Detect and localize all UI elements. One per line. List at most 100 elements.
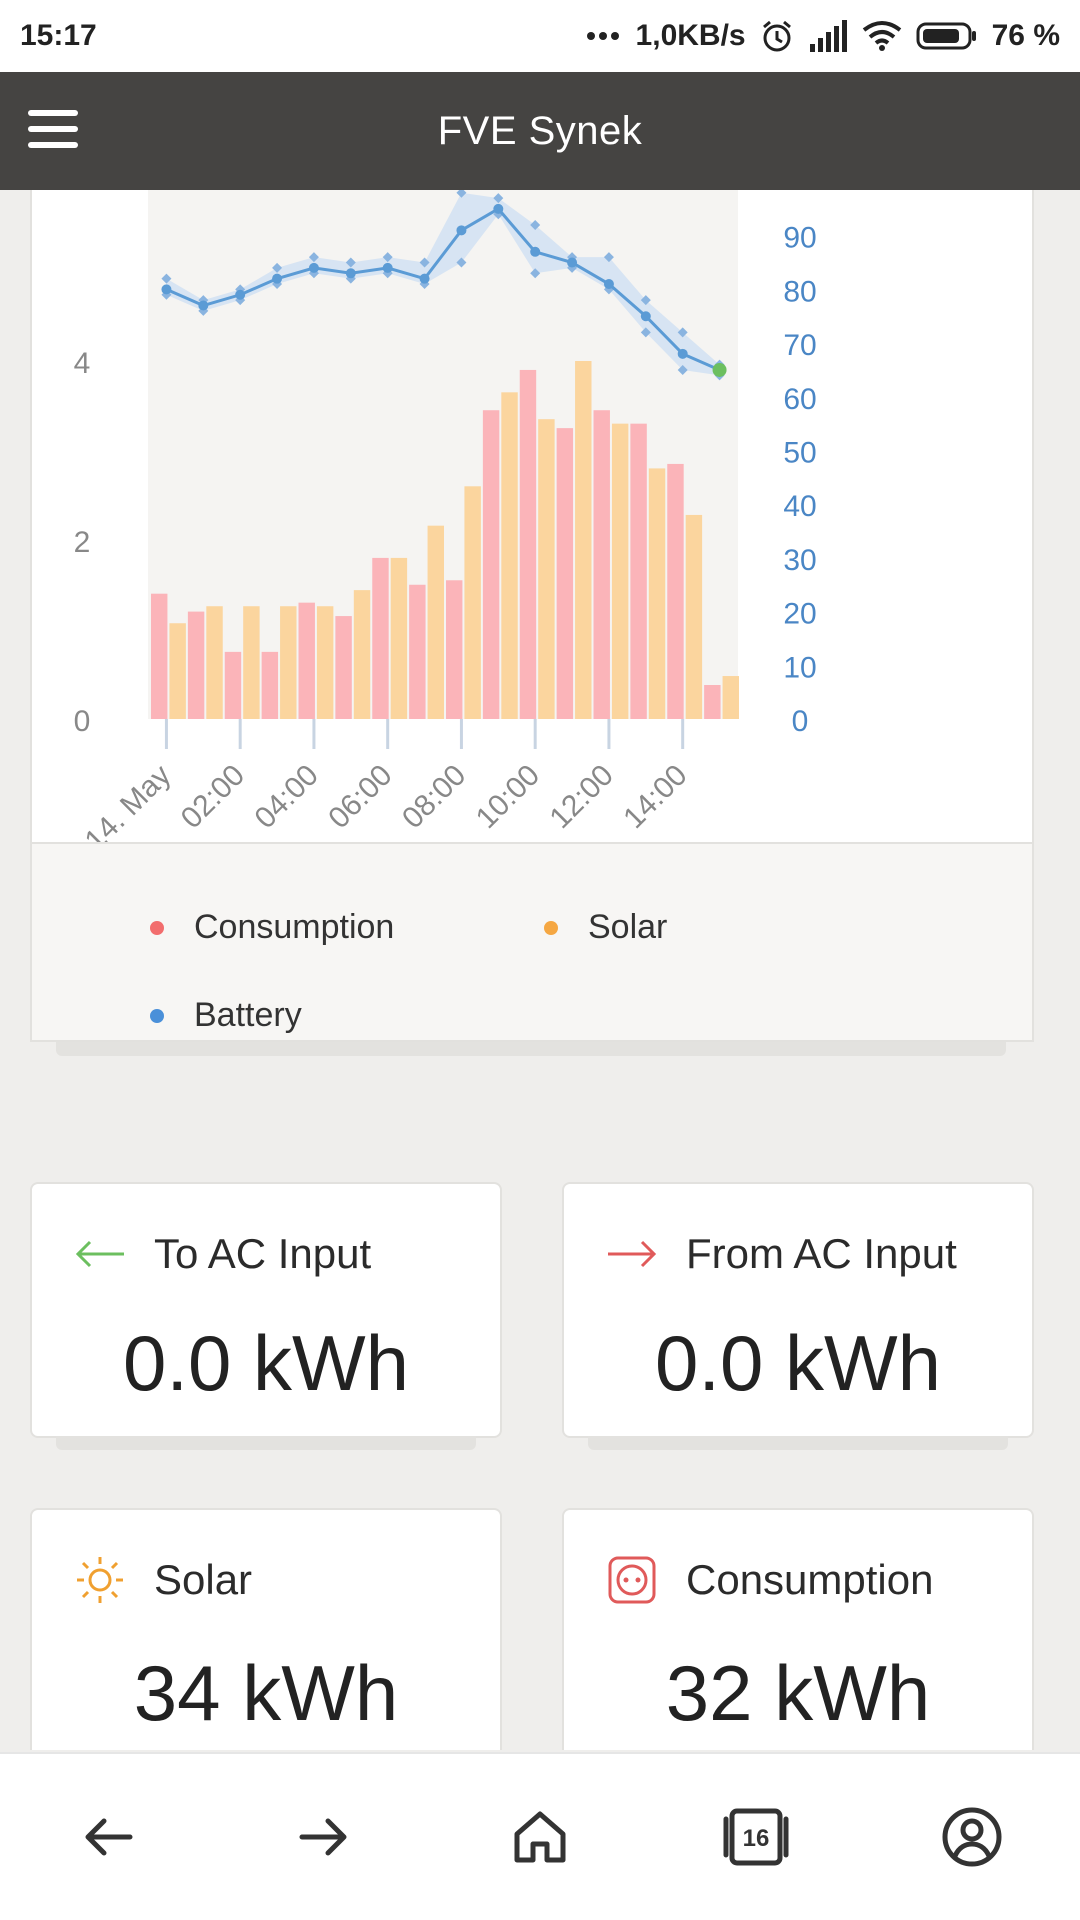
solar-bar xyxy=(538,419,555,719)
consumption-bar xyxy=(630,423,647,719)
battery-point xyxy=(493,203,504,214)
legend-dot xyxy=(150,920,164,935)
consumption-bar xyxy=(519,369,537,719)
x-axis-tick-label: 06:00 xyxy=(322,759,398,835)
battery-point xyxy=(530,246,541,257)
tab-count: 16 xyxy=(743,1825,770,1852)
battery-point xyxy=(419,273,430,284)
consumption-bar xyxy=(409,584,426,719)
from-ac-input-card[interactable]: From AC Input 0.0 kWh xyxy=(562,1182,1034,1438)
x-axis-tick-label: 12:00 xyxy=(543,759,619,835)
hamburger-menu-icon[interactable] xyxy=(28,110,78,150)
right-axis-tick-label: 50 xyxy=(783,437,816,470)
consumption-bar xyxy=(556,428,574,719)
dashboard-content[interactable]: 0 2 4 0 10 20 30 40 50 60 70 80 90 14. May 02:00 04:00 0… xyxy=(0,190,1080,1750)
consumption-bar xyxy=(261,651,279,719)
solar-bar xyxy=(501,392,518,719)
back-icon[interactable] xyxy=(58,1787,158,1887)
battery-max-marker xyxy=(161,273,172,284)
solar-bar xyxy=(427,525,444,719)
solar-card[interactable]: Solar 34 kWh xyxy=(30,1508,502,1750)
battery-min-marker xyxy=(456,257,467,268)
consumption-bar xyxy=(335,616,352,719)
battery-point xyxy=(161,284,172,295)
dots-icon xyxy=(586,31,622,41)
solar-bar xyxy=(575,361,592,719)
legend-label: Battery xyxy=(194,996,302,1034)
battery-max-marker xyxy=(493,193,504,204)
consumption-bar xyxy=(151,593,168,719)
status-bar: 15:17 1,0KB/s 76 % xyxy=(0,0,1080,72)
right-axis-tick-label: 20 xyxy=(783,598,816,631)
battery-point xyxy=(677,348,688,359)
signal-icon xyxy=(808,20,848,52)
network-speed: 1,0KB/s xyxy=(635,19,746,52)
solar-bar xyxy=(280,606,297,719)
socket-icon xyxy=(604,1552,660,1608)
account-icon[interactable] xyxy=(922,1787,1022,1887)
forward-icon[interactable] xyxy=(274,1787,374,1887)
tabs-icon[interactable]: 16 xyxy=(706,1787,806,1887)
right-axis-tick-label: 30 xyxy=(783,544,816,577)
solar-bar xyxy=(685,514,703,719)
battery-point xyxy=(235,289,246,300)
solar-bar xyxy=(316,606,334,719)
home-icon[interactable] xyxy=(490,1787,590,1887)
solar-bar xyxy=(169,623,186,719)
battery-icon xyxy=(916,21,978,51)
solar-bar xyxy=(611,423,629,719)
right-axis-tick-label: 0 xyxy=(792,705,809,738)
legend-item-battery[interactable]: Battery xyxy=(150,996,302,1035)
right-axis-tick-label: 10 xyxy=(783,651,816,684)
sun-icon xyxy=(72,1552,128,1608)
solar-bar xyxy=(648,468,666,719)
card-shadow xyxy=(588,1436,1008,1450)
left-axis-tick-label: 4 xyxy=(74,347,91,380)
solar-bar xyxy=(390,557,408,719)
legend-item-solar[interactable]: Solar xyxy=(544,908,667,947)
battery-max-marker xyxy=(640,295,651,306)
stat-header: To AC Input xyxy=(72,1226,371,1282)
consumption-bar xyxy=(446,580,463,719)
consumption-card[interactable]: Consumption 32 kWh xyxy=(562,1508,1034,1750)
solar-bar xyxy=(206,606,223,719)
to-ac-input-card[interactable]: To AC Input 0.0 kWh xyxy=(30,1182,502,1438)
battery-min-marker xyxy=(603,284,614,295)
consumption-bar xyxy=(704,684,721,719)
solar-bar xyxy=(722,676,739,719)
left-axis-tick-label: 0 xyxy=(74,705,91,738)
consumption-bar xyxy=(482,410,500,719)
right-axis-tick-label: 90 xyxy=(783,222,816,255)
battery-max-marker xyxy=(308,252,319,263)
battery-min-marker xyxy=(677,364,688,375)
consumption-bar xyxy=(667,463,684,719)
status-time: 15:17 xyxy=(20,19,97,52)
battery-min-marker xyxy=(530,268,541,279)
battery-point xyxy=(345,268,356,279)
battery-point xyxy=(603,279,614,290)
legend-dot xyxy=(544,920,558,935)
card-shadow xyxy=(56,1042,1006,1056)
battery-max-marker xyxy=(382,252,393,263)
x-axis-tick-label: 04:00 xyxy=(248,759,324,835)
stat-value: 32 kWh xyxy=(665,1649,931,1737)
legend-item-consumption[interactable]: Consumption xyxy=(150,908,394,947)
battery-point xyxy=(456,225,467,236)
left-axis-tick-label: 2 xyxy=(74,526,91,559)
consumption-bar xyxy=(224,651,242,719)
stat-header: Consumption xyxy=(604,1552,933,1608)
stat-label: Solar xyxy=(154,1556,253,1603)
arrow-left-icon xyxy=(72,1226,128,1282)
right-axis-tick-label: 80 xyxy=(783,275,816,308)
consumption-bar xyxy=(298,602,315,719)
right-axis-tick-label: 40 xyxy=(783,490,816,523)
stat-label: To AC Input xyxy=(154,1230,372,1277)
battery-max-marker xyxy=(530,219,541,230)
app-bar: FVE Synek xyxy=(0,72,1080,190)
right-axis-tick-label: 60 xyxy=(783,383,816,416)
battery-min-marker xyxy=(640,327,651,338)
status-icons: 1,0KB/s 76 % xyxy=(586,19,1060,53)
x-axis-tick-label: 10:00 xyxy=(470,759,546,835)
stat-header: Solar xyxy=(72,1552,252,1608)
